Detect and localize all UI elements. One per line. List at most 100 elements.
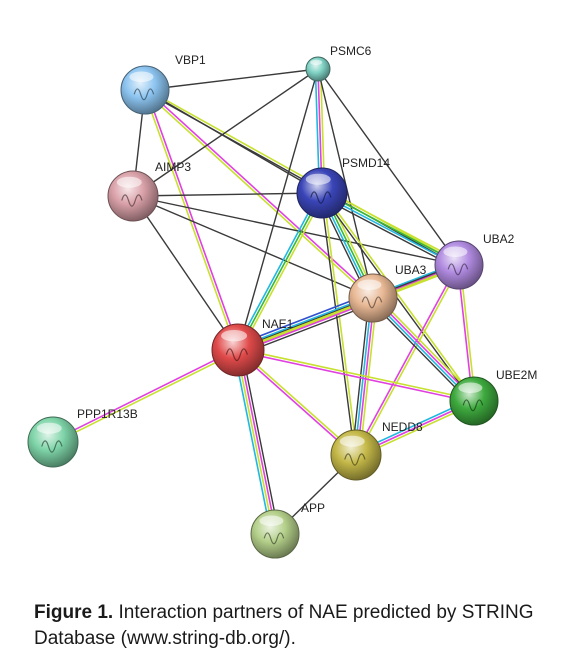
edge-strand-black	[237, 263, 459, 350]
edge-aimp3-psmd14	[132, 192, 323, 197]
edge-psmd14-nae1	[235, 191, 325, 352]
edge-strand-magenta	[52, 348, 238, 442]
edge-strand-green	[237, 192, 323, 351]
edge-strand-black	[319, 195, 458, 270]
edge-strand-yellow	[53, 350, 239, 444]
node-highlight	[259, 515, 284, 527]
node-nae1[interactable]: NAE1	[211, 317, 294, 377]
node-uba3[interactable]: UBA3	[348, 263, 427, 323]
edge-uba2-nedd8	[354, 263, 461, 457]
edge-vbp1-psmc6	[144, 68, 319, 91]
node-ube2m[interactable]: UBE2M	[449, 368, 537, 426]
figure-caption: Figure 1. Interaction partners of NAE pr…	[34, 600, 554, 652]
node-highlight	[357, 279, 382, 291]
protein-structure-icon	[263, 532, 285, 545]
figure-label: Figure 1.	[34, 602, 114, 623]
edge-strand-yellow	[239, 193, 325, 352]
node-app[interactable]: APP	[250, 501, 325, 559]
edge-psmd14-uba2	[319, 188, 462, 270]
node-label: AIMP3	[155, 160, 191, 174]
node-label: UBA2	[483, 232, 515, 246]
edge-strand-yellow	[322, 192, 359, 455]
node-highlight	[221, 329, 248, 342]
node-highlight	[339, 435, 365, 447]
edge-strand-black	[132, 192, 323, 197]
edge-strand-cyan	[235, 191, 321, 350]
nodes-layer: VBP1 PSMC6 AIMP3 PSMD14 UBA2 UBA3 NAE1 UBE2M PPP…	[27, 44, 537, 559]
edge-strand-magenta	[238, 349, 278, 534]
edge-strand-black	[237, 68, 319, 351]
edge-strand-yellow	[238, 347, 475, 401]
protein-structure-icon	[447, 263, 469, 276]
protein-structure-icon	[462, 399, 484, 412]
node-highlight	[458, 382, 483, 394]
protein-structure-icon	[310, 191, 332, 204]
node-label: NAE1	[262, 317, 294, 331]
node-label: NEDD8	[382, 420, 423, 434]
edge-nae1-ube2m	[237, 347, 475, 404]
node-vbp1[interactable]: VBP1	[120, 53, 206, 115]
node-highlight	[116, 176, 142, 188]
protein-structure-icon	[121, 194, 143, 207]
protein-structure-icon	[225, 348, 248, 362]
edge-uba2-nae1	[237, 263, 460, 352]
edge-aimp3-uba2	[132, 195, 460, 266]
edge-strand-black	[351, 297, 370, 455]
node-label: PSMC6	[330, 44, 372, 58]
edge-strand-magenta	[237, 350, 474, 404]
edge-strand-yellow	[235, 350, 275, 535]
edge-strand-magenta	[145, 89, 240, 350]
edge-nae1-ppp1r13b	[52, 348, 239, 444]
edge-aimp3-uba3	[132, 195, 374, 299]
edge-strand-magenta	[354, 263, 459, 455]
edge-strand-magenta	[145, 88, 375, 298]
protein-structure-icon	[133, 88, 155, 101]
network-diagram: VBP1 PSMC6 AIMP3 PSMD14 UBA2 UBA3 NAE1 UBE2M PPP…	[27, 44, 537, 559]
protein-structure-icon	[344, 453, 366, 466]
node-label: UBE2M	[496, 368, 537, 382]
node-highlight	[443, 246, 468, 258]
edge-strand-yellow	[238, 265, 460, 352]
node-highlight	[305, 173, 331, 185]
figure-caption-text: Interaction partners of NAE predicted by…	[34, 602, 534, 649]
edge-strand-black	[132, 195, 374, 299]
edge-strand-black	[144, 68, 319, 91]
node-highlight	[310, 59, 323, 66]
edge-strand-black	[132, 195, 239, 351]
node-label: APP	[301, 501, 325, 515]
node-highlight	[36, 422, 62, 434]
edge-psmc6-aimp3	[132, 68, 319, 197]
edge-strand-black	[132, 195, 460, 266]
edge-strand-yellow	[356, 265, 461, 457]
node-label: PPP1R13B	[77, 407, 138, 421]
node-ppp1r13b[interactable]: PPP1R13B	[27, 407, 138, 468]
node-psmd14[interactable]: PSMD14	[296, 156, 390, 219]
edge-strand-black	[320, 193, 356, 456]
edge-strand-black	[241, 349, 280, 534]
node-label: PSMD14	[342, 156, 390, 170]
node-nedd8[interactable]: NEDD8	[330, 420, 423, 481]
node-aimp3[interactable]: AIMP3	[107, 160, 191, 222]
edge-nae1-app	[233, 349, 280, 535]
edge-strand-yellow	[143, 90, 373, 300]
edge-strand-yellow	[145, 88, 461, 265]
node-label: VBP1	[175, 53, 206, 67]
node-uba2[interactable]: UBA2	[434, 232, 515, 290]
edge-strand-cyan	[233, 350, 272, 535]
node-highlight	[129, 71, 154, 83]
edge-strand-yellow	[322, 191, 476, 401]
edge-strand-yellow	[323, 188, 462, 263]
protein-structure-icon	[41, 440, 63, 453]
edge-psmd14-nedd8	[320, 192, 359, 456]
edge-aimp3-nae1	[132, 195, 239, 351]
edge-strand-cyan	[321, 193, 459, 267]
edge-vbp1-nae1	[143, 89, 240, 351]
edge-psmc6-nae1	[237, 68, 319, 351]
node-psmc6[interactable]: PSMC6	[305, 44, 372, 82]
edge-strand-black	[132, 68, 319, 197]
protein-structure-icon	[361, 296, 383, 309]
edge-strand-green	[322, 191, 460, 265]
edges-layer	[52, 68, 478, 535]
node-label: UBA3	[395, 263, 427, 277]
edge-vbp1-uba3	[143, 88, 375, 300]
